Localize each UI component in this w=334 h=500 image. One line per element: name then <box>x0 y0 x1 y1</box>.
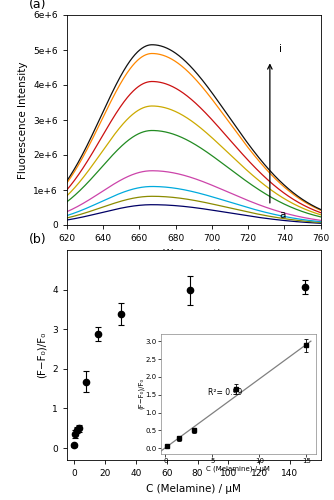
Y-axis label: (F−F₀)/F₀: (F−F₀)/F₀ <box>36 332 46 378</box>
X-axis label: Wavelength: Wavelength <box>163 248 225 258</box>
Y-axis label: Fluorescence Intensity: Fluorescence Intensity <box>18 61 28 179</box>
Text: (b): (b) <box>29 233 46 246</box>
X-axis label: C (Melamine) / μM: C (Melamine) / μM <box>146 484 241 494</box>
Text: (a): (a) <box>29 0 46 11</box>
Text: a: a <box>279 210 285 220</box>
Text: i: i <box>279 44 282 54</box>
